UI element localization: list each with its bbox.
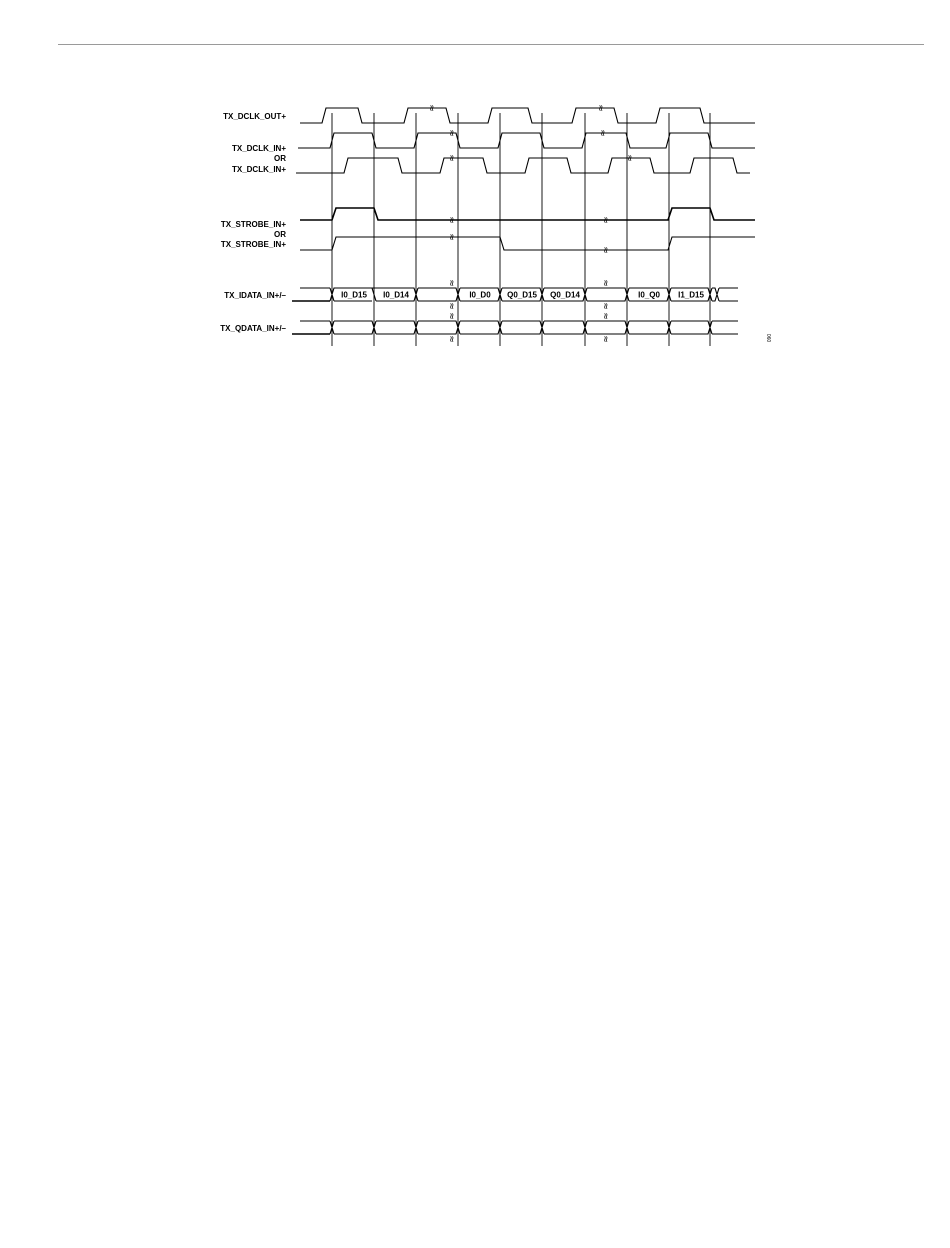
- label-tx-dclk-out: TX_DCLK_OUT+: [223, 112, 286, 121]
- break-icon: ≈: [595, 104, 605, 112]
- break-icon: ≈: [446, 312, 456, 320]
- break-icon: ≈: [446, 216, 456, 224]
- label-tx-idata-in: TX_IDATA_IN+/–: [224, 291, 286, 300]
- page-header-rule: [58, 44, 924, 45]
- idata-word: I0_Q0: [638, 291, 660, 300]
- waveform-tx-strobe-in-2: [300, 236, 755, 251]
- idata-word: I0_D0: [469, 291, 491, 300]
- break-icon: ≈: [624, 154, 634, 162]
- label-tx-qdata-in: TX_QDATA_IN+/–: [220, 324, 286, 333]
- break-icon: ≈: [600, 216, 610, 224]
- break-icon: ≈: [600, 302, 610, 310]
- label-tx-strobe-in-2: TX_STROBE_IN+: [221, 240, 286, 249]
- break-icon: ≈: [600, 279, 610, 287]
- label-tx-strobe-in-1: TX_STROBE_IN+: [221, 220, 286, 229]
- label-tx-dclk-in-1: TX_DCLK_IN+: [232, 144, 286, 153]
- idata-word: I0_D14: [383, 291, 409, 300]
- waveform-tx-dclk-out: [300, 107, 755, 124]
- waveform-tx-dclk-in-2: [296, 157, 750, 174]
- waveform-tx-strobe-in-1: [300, 207, 755, 221]
- waveform-tx-dclk-in-1: [298, 132, 755, 149]
- idata-word: Q0_D14: [550, 291, 580, 300]
- break-icon: ≈: [446, 154, 456, 162]
- break-icon: ≈: [600, 246, 610, 254]
- figure-number: 060: [765, 334, 771, 343]
- idata-word: I0_D15: [341, 291, 367, 300]
- label-or-1: OR: [274, 154, 286, 163]
- label-tx-dclk-in-2: TX_DCLK_IN+: [232, 165, 286, 174]
- idata-word: I1_D15: [678, 291, 704, 300]
- break-icon: ≈: [600, 312, 610, 320]
- bus-tx-idata: I0_D15 I0_D14 I0_D0 Q0_D15 Q0_D14 I0_Q0 …: [292, 287, 738, 302]
- break-icon: ≈: [446, 129, 456, 137]
- label-or-2: OR: [274, 230, 286, 239]
- reference-lines: [331, 113, 711, 346]
- break-icon: ≈: [446, 335, 456, 343]
- break-icon: ≈: [446, 233, 456, 241]
- break-icon: ≈: [597, 129, 607, 137]
- break-icon: ≈: [446, 302, 456, 310]
- idata-word: Q0_D15: [507, 291, 537, 300]
- break-icon: ≈: [446, 279, 456, 287]
- break-marks: ≈ ≈ ≈ ≈ ≈ ≈ ≈ ≈ ≈ ≈ ≈ ≈ ≈ ≈ ≈ ≈ ≈ ≈: [426, 104, 634, 343]
- break-icon: ≈: [600, 335, 610, 343]
- break-icon: ≈: [426, 104, 436, 112]
- bus-tx-qdata: [292, 320, 738, 335]
